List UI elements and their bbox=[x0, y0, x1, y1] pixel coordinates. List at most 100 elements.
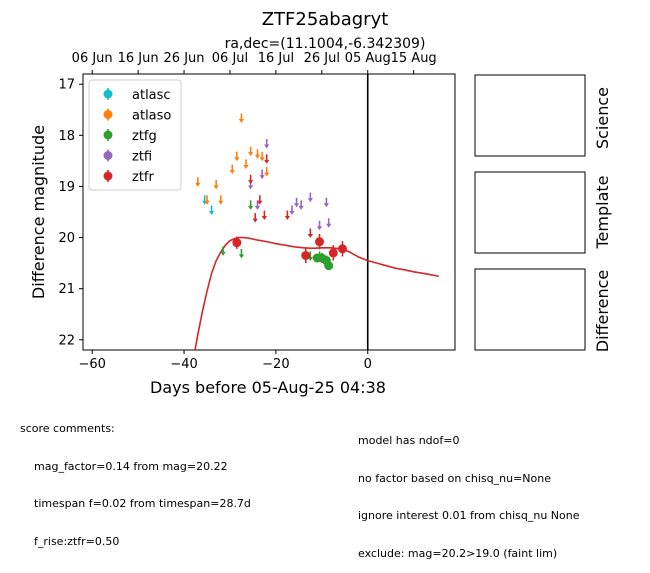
ztfr-upper-limit bbox=[284, 210, 290, 221]
limit-arrowhead bbox=[254, 154, 261, 159]
limit-arrowhead bbox=[248, 152, 254, 157]
atlaso-upper-limit bbox=[234, 151, 240, 162]
limit-arrowhead bbox=[257, 200, 263, 205]
ztfi-upper-limit bbox=[298, 200, 304, 210]
atlaso-upper-limit bbox=[264, 167, 270, 177]
ztfi-upper-limit bbox=[254, 200, 261, 210]
ztfg-detection bbox=[324, 261, 334, 271]
detection-point bbox=[337, 244, 347, 254]
y-tick-label: 19 bbox=[58, 180, 75, 195]
y-tick-label: 22 bbox=[58, 333, 75, 348]
ztfi-upper-limit bbox=[323, 197, 330, 208]
ztfi-upper-limit bbox=[259, 169, 265, 180]
atlaso-upper-limit bbox=[248, 146, 254, 157]
atlaso-upper-limit bbox=[218, 195, 224, 205]
legend-entry-atlasc: atlasc bbox=[103, 88, 171, 103]
ztfr-upper-limit bbox=[248, 174, 254, 185]
limit-arrowhead bbox=[254, 205, 261, 210]
legend-marker bbox=[103, 89, 113, 99]
model-comment-line: ignore interest 0.01 from chisq_nu None bbox=[358, 509, 580, 522]
ztfi-upper-limit bbox=[316, 220, 323, 231]
x-tick-label: −40 bbox=[170, 357, 197, 372]
figure-subtitle: ra,dec=(11.1004,-6.342309) bbox=[225, 36, 426, 52]
atlaso-upper-limit bbox=[195, 177, 201, 187]
model-comment-line: exclude: mag=20.2>19.0 (faint lim) bbox=[358, 546, 558, 560]
limit-arrowhead bbox=[289, 210, 295, 215]
limit-arrowhead bbox=[195, 182, 201, 187]
ztfr-detection bbox=[301, 247, 311, 264]
limit-arrowhead bbox=[261, 216, 268, 221]
limit-arrowhead bbox=[208, 210, 215, 215]
detection-point bbox=[315, 237, 325, 247]
top-axis-tick-label: 06 Jul bbox=[212, 51, 248, 66]
axis-layer: −60 −40 −20 0 17 18 19 20 21 22 06 Jun 16 Jun 26 Jun… bbox=[58, 51, 436, 372]
ztfi-upper-limit bbox=[264, 139, 270, 149]
limit-arrowhead bbox=[284, 216, 290, 221]
x-tick-label: −20 bbox=[262, 357, 289, 372]
y-axis-label: Difference magnitude bbox=[29, 125, 48, 299]
legend-entry-ztfg: ztfg bbox=[103, 129, 157, 144]
x-tick-label: −60 bbox=[78, 357, 105, 372]
limit-arrowhead bbox=[252, 218, 258, 223]
limit-arrowhead bbox=[238, 254, 245, 259]
limit-arrowhead bbox=[264, 172, 270, 177]
legend-marker bbox=[103, 110, 113, 119]
data-layer bbox=[195, 113, 347, 271]
atlaso-upper-limit bbox=[259, 151, 265, 162]
ztfr-detection bbox=[232, 236, 242, 249]
ztfi-upper-limit bbox=[293, 197, 300, 208]
limit-arrowhead bbox=[293, 203, 300, 208]
legend-entry-ztfi: ztfi bbox=[103, 149, 152, 165]
legend-label: atlaso bbox=[132, 109, 171, 124]
legend-label: atlasc bbox=[132, 88, 171, 103]
ztfi-upper-limit bbox=[326, 218, 332, 228]
legend-entry-atlaso: atlaso bbox=[103, 108, 171, 124]
x-tick-label: 0 bbox=[364, 357, 372, 372]
ztfr-upper-limit bbox=[257, 195, 263, 205]
ztfg-upper-limit bbox=[248, 200, 254, 210]
limit-arrowhead bbox=[259, 157, 265, 162]
score-comments-header: score comments: bbox=[20, 422, 115, 435]
legend-label: ztfr bbox=[132, 170, 154, 185]
ztfg-upper-limit bbox=[220, 246, 226, 256]
detection-point bbox=[324, 261, 334, 271]
ztfr-detection bbox=[315, 233, 325, 250]
limit-arrowhead bbox=[234, 157, 240, 162]
limit-arrowhead bbox=[264, 144, 270, 149]
limit-arrowhead bbox=[229, 170, 235, 175]
legend-marker bbox=[103, 130, 113, 140]
limit-arrowhead bbox=[220, 251, 226, 256]
model-comments: model has ndof=0 no factor based on chis… bbox=[358, 410, 580, 573]
limit-arrowhead bbox=[307, 198, 313, 203]
difference-panel bbox=[474, 268, 586, 351]
legend-box bbox=[88, 79, 182, 191]
limit-arrowhead bbox=[259, 175, 265, 180]
y-tick-label: 18 bbox=[58, 129, 75, 144]
atlaso-upper-limit bbox=[243, 159, 249, 169]
score-comments: score comments: mag_factor=0.14 from mag… bbox=[20, 398, 251, 561]
atlaso-upper-limit bbox=[204, 195, 210, 205]
top-axis-tick-label: 16 Jul bbox=[258, 51, 294, 66]
top-axis-tick-label: 06 Jun bbox=[72, 51, 113, 66]
y-tick-label: 17 bbox=[58, 78, 75, 93]
ztfr-detection bbox=[337, 241, 347, 257]
top-axis-tick-label: 26 Jun bbox=[164, 51, 205, 66]
legend-marker bbox=[103, 171, 113, 181]
model-comment-line: model has ndof=0 bbox=[358, 434, 460, 447]
limit-arrowhead bbox=[248, 205, 254, 210]
legend: atlasc atlaso ztfg ztfi ztfr bbox=[88, 79, 182, 191]
score-comment-line: f_rise:ztfr=0.50 bbox=[34, 534, 120, 548]
ztfi-upper-limit bbox=[289, 205, 295, 215]
y-tick-label: 20 bbox=[58, 231, 75, 246]
ztfr-upper-limit bbox=[307, 228, 313, 238]
limit-arrowhead bbox=[316, 226, 323, 231]
limit-arrowhead bbox=[307, 233, 313, 238]
model-layer bbox=[194, 236, 440, 350]
template-panel bbox=[474, 171, 586, 254]
atlaso-upper-limit bbox=[213, 179, 219, 190]
x-axis-label: Days before 05-Aug-25 04:38 bbox=[150, 378, 386, 397]
legend-marker bbox=[103, 151, 113, 160]
difference-panel-label: Difference bbox=[593, 270, 612, 352]
science-panel bbox=[474, 74, 586, 157]
top-axis-tick-label: 15 Aug bbox=[391, 51, 437, 66]
